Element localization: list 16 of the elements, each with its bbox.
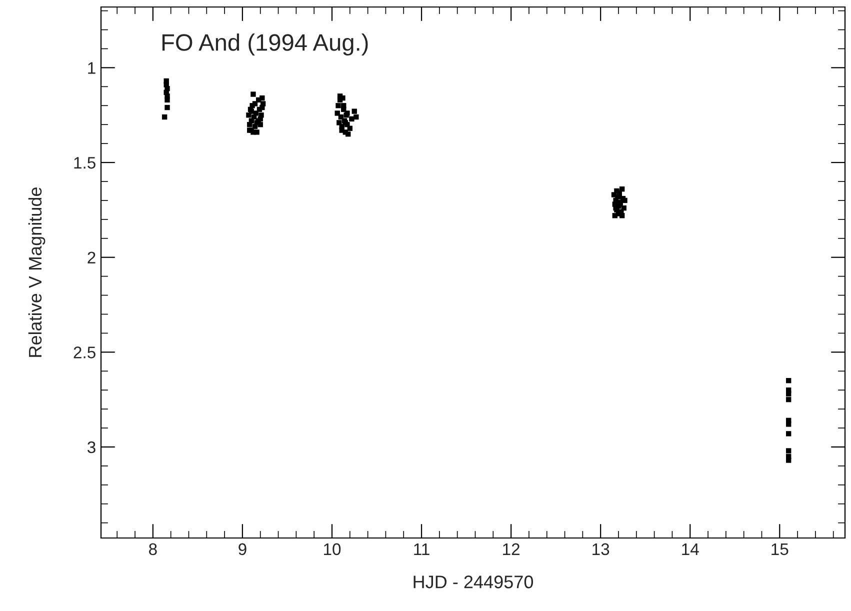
x-tick-label: 15 bbox=[772, 543, 788, 556]
x-tick-label: 12 bbox=[503, 543, 520, 555]
x-tick-label: 11 bbox=[414, 543, 430, 555]
y-tick-label: 1.5 bbox=[74, 157, 96, 169]
y-axis-title: Relative V Magnitude bbox=[28, 187, 46, 357]
x-tick-label: 8 bbox=[149, 543, 157, 556]
y-tick-label: 2 bbox=[88, 252, 96, 264]
y-tick-label: 3 bbox=[88, 441, 96, 454]
y-tick-label: 2.5 bbox=[74, 346, 96, 358]
text: FO And (1994 Aug.) bbox=[162, 34, 368, 56]
x-tick-label: 13 bbox=[592, 543, 610, 556]
x-tick-label: 9 bbox=[238, 543, 246, 556]
x-axis-title: HJD - 2449570 bbox=[414, 576, 534, 588]
y-tick-label: 1 bbox=[88, 62, 96, 74]
x-tick-label: 10 bbox=[324, 543, 341, 556]
x-tick-label: 14 bbox=[682, 543, 699, 555]
